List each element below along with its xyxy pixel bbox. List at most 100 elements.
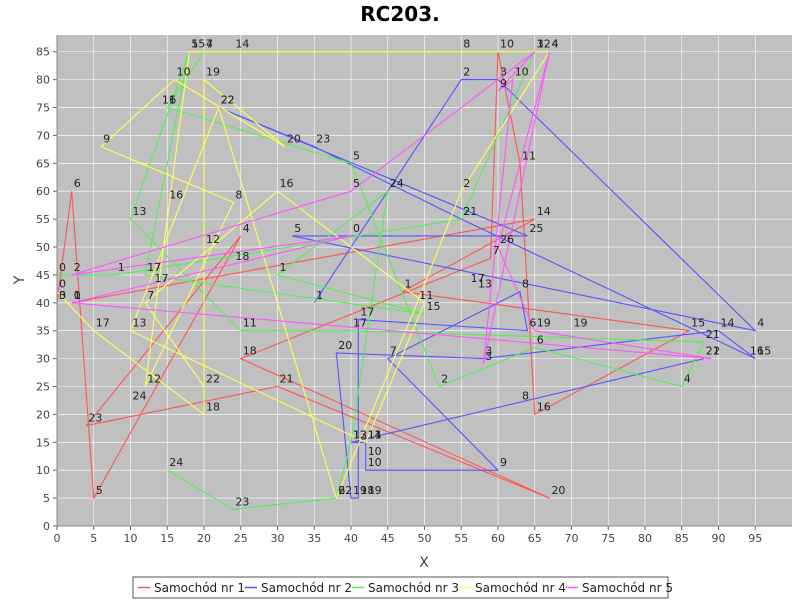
y-tick-label: 5 bbox=[43, 492, 50, 505]
x-tick-label: 70 bbox=[565, 532, 579, 545]
point-label: 0 bbox=[59, 289, 66, 302]
point-label: 12 bbox=[353, 428, 367, 441]
point-label: 10 bbox=[177, 66, 191, 79]
point-label: 14 bbox=[368, 428, 382, 441]
point-label: 23 bbox=[88, 412, 102, 425]
point-label: 9 bbox=[103, 133, 110, 146]
x-tick-label: 25 bbox=[234, 532, 248, 545]
point-label: 21 bbox=[280, 373, 294, 386]
point-label: 14 bbox=[235, 38, 249, 51]
x-tick-label: 50 bbox=[418, 532, 432, 545]
point-label: 7 bbox=[206, 38, 213, 51]
point-label: 21 bbox=[706, 345, 720, 358]
point-label: 2 bbox=[463, 177, 470, 190]
point-label: 11 bbox=[368, 428, 382, 441]
x-tick-label: 0 bbox=[54, 532, 61, 545]
point-label: 19 bbox=[206, 66, 220, 79]
point-label: 17 bbox=[155, 272, 169, 285]
legend-box bbox=[132, 576, 669, 599]
point-label: 4 bbox=[206, 38, 213, 51]
point-label: 1 bbox=[419, 289, 426, 302]
point-label: 15 bbox=[427, 300, 441, 313]
point-label: 5 bbox=[353, 177, 360, 190]
point-label: 13 bbox=[478, 278, 492, 291]
y-tick-label: 85 bbox=[36, 46, 50, 59]
point-label: 4 bbox=[551, 38, 558, 51]
point-label: 6 bbox=[74, 177, 81, 190]
x-axis-title: X bbox=[419, 555, 429, 571]
point-label: 16 bbox=[537, 400, 551, 413]
point-label: 6 bbox=[529, 317, 536, 330]
point-label: 23 bbox=[235, 495, 249, 508]
point-label: 20 bbox=[287, 133, 301, 146]
legend-item-3: Samochód nr 3 bbox=[368, 581, 459, 595]
point-label: 16 bbox=[169, 188, 183, 201]
point-label: 11 bbox=[368, 428, 382, 441]
point-label: 1 bbox=[404, 278, 411, 291]
point-label: 5 bbox=[294, 222, 301, 235]
point-label: 8 bbox=[522, 278, 529, 291]
point-label: 11 bbox=[522, 149, 536, 162]
point-label: 17 bbox=[471, 272, 485, 285]
point-label: 18 bbox=[360, 484, 374, 497]
point-label: 22 bbox=[206, 373, 220, 386]
legend-item-5: Samochód nr 5 bbox=[582, 581, 673, 595]
y-tick-label: 10 bbox=[36, 464, 50, 477]
point-label: 6 bbox=[338, 484, 345, 497]
point-label: 19 bbox=[353, 484, 367, 497]
point-label: 2 bbox=[713, 345, 720, 358]
point-label: 11 bbox=[243, 317, 257, 330]
point-label: 1 bbox=[118, 261, 125, 274]
point-label: 7 bbox=[390, 345, 397, 358]
x-tick-label: 45 bbox=[381, 532, 395, 545]
x-tick-label: 30 bbox=[271, 532, 285, 545]
point-label: 22 bbox=[338, 484, 352, 497]
point-label: 7 bbox=[493, 244, 500, 257]
point-label: 11 bbox=[162, 94, 176, 107]
point-label: 19 bbox=[368, 484, 382, 497]
point-label: 20 bbox=[551, 484, 565, 497]
point-label: 8 bbox=[463, 38, 470, 51]
legend: Samochód nr 1 Samochód nr 2 Samochód nr 3 S… bbox=[132, 576, 673, 599]
point-label: 20 bbox=[338, 339, 352, 352]
point-label: 10 bbox=[368, 456, 382, 469]
point-label: 10 bbox=[515, 66, 529, 79]
y-tick-label: 55 bbox=[36, 213, 50, 226]
point-label: 17 bbox=[96, 317, 110, 330]
point-label: 5 bbox=[96, 484, 103, 497]
point-label: 1 bbox=[280, 261, 287, 274]
point-label: 23 bbox=[316, 133, 330, 146]
x-tick-label: 75 bbox=[601, 532, 615, 545]
point-label: 3 bbox=[485, 350, 492, 363]
point-label: 15 bbox=[191, 38, 205, 51]
point-label: 14 bbox=[721, 317, 735, 330]
axes: 0 5 10 15 20 25 30 35 40 45 50 55 60 65 70 75 80 85 90 9505… bbox=[36, 35, 792, 545]
point-label: 24 bbox=[169, 456, 183, 469]
point-label: 12 bbox=[537, 38, 551, 51]
point-label: 17 bbox=[360, 306, 374, 319]
point-label: 2 bbox=[463, 66, 470, 79]
point-label: 17 bbox=[147, 261, 161, 274]
x-tick-label: 90 bbox=[712, 532, 726, 545]
gridlines bbox=[56, 35, 792, 527]
point-label: 12 bbox=[147, 373, 161, 386]
x-tick-label: 20 bbox=[197, 532, 211, 545]
point-label: 0 bbox=[74, 289, 81, 302]
legend-item-2: Samochód nr 2 bbox=[261, 581, 352, 595]
point-label: 21 bbox=[463, 205, 477, 218]
point-label: 2 bbox=[441, 373, 448, 386]
point-label: 5 bbox=[191, 38, 198, 51]
x-tick-label: 55 bbox=[454, 532, 468, 545]
point-label: 22 bbox=[221, 94, 235, 107]
point-label: 3 bbox=[537, 38, 544, 51]
point-label: 9 bbox=[500, 77, 507, 90]
y-tick-label: 70 bbox=[36, 129, 50, 142]
point-label: 0 bbox=[59, 261, 66, 274]
point-label: 15 bbox=[691, 317, 705, 330]
y-tick-label: 45 bbox=[36, 269, 50, 282]
point-label: 1 bbox=[316, 289, 323, 302]
y-tick-label: 30 bbox=[36, 353, 50, 366]
point-label: 1 bbox=[427, 289, 434, 302]
point-label: 18 bbox=[243, 345, 257, 358]
